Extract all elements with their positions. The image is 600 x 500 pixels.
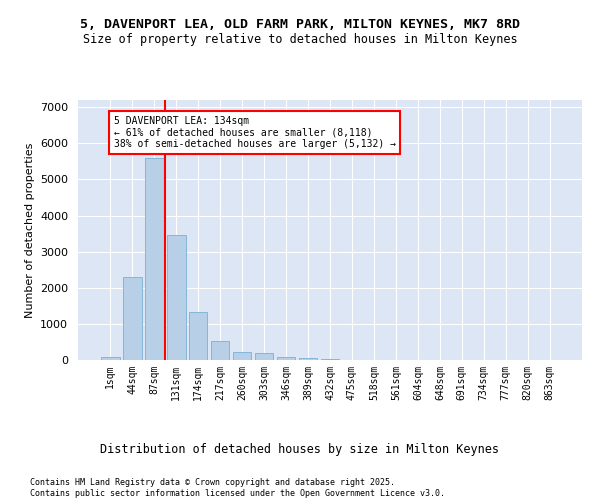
Bar [299,358,317,360]
Bar [123,277,142,360]
Text: Distribution of detached houses by size in Milton Keynes: Distribution of detached houses by size … [101,442,499,456]
Bar [145,158,164,360]
Bar [189,312,208,360]
Text: Contains HM Land Registry data © Crown copyright and database right 2025.
Contai: Contains HM Land Registry data © Crown c… [30,478,445,498]
Text: 5 DAVENPORT LEA: 134sqm
← 61% of detached houses are smaller (8,118)
38% of semi: 5 DAVENPORT LEA: 134sqm ← 61% of detache… [113,116,395,150]
Bar [277,356,295,360]
Y-axis label: Number of detached properties: Number of detached properties [25,142,35,318]
Bar [255,354,274,360]
Bar [167,236,185,360]
Text: 5, DAVENPORT LEA, OLD FARM PARK, MILTON KEYNES, MK7 8RD: 5, DAVENPORT LEA, OLD FARM PARK, MILTON … [80,18,520,30]
Bar [101,357,119,360]
Bar [320,358,340,360]
Bar [233,352,251,360]
Bar [211,341,229,360]
Text: Size of property relative to detached houses in Milton Keynes: Size of property relative to detached ho… [83,32,517,46]
